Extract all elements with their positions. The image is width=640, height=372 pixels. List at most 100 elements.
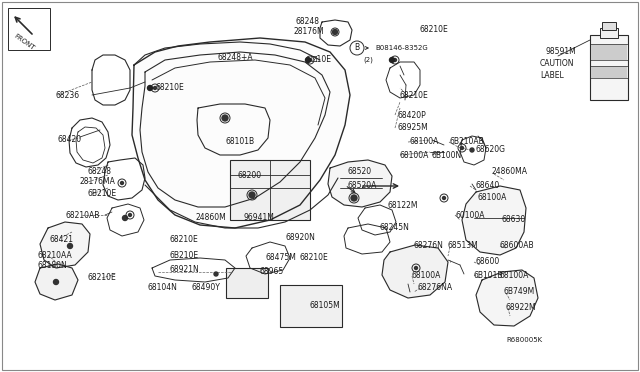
Text: 68236: 68236 bbox=[55, 90, 79, 99]
Circle shape bbox=[470, 148, 474, 152]
Circle shape bbox=[154, 87, 157, 90]
Circle shape bbox=[415, 266, 417, 269]
Text: 68922M: 68922M bbox=[506, 304, 536, 312]
Text: 68630: 68630 bbox=[502, 215, 526, 224]
Polygon shape bbox=[382, 245, 448, 298]
Text: 68210E: 68210E bbox=[420, 26, 449, 35]
Circle shape bbox=[222, 115, 228, 121]
Bar bbox=[280, 285, 342, 327]
Bar bbox=[590, 35, 628, 100]
Circle shape bbox=[333, 31, 337, 33]
Circle shape bbox=[249, 192, 255, 198]
Polygon shape bbox=[40, 222, 90, 268]
Text: (2): (2) bbox=[363, 57, 373, 63]
Text: 68248: 68248 bbox=[88, 167, 112, 176]
Circle shape bbox=[250, 193, 253, 196]
Circle shape bbox=[122, 215, 127, 221]
Text: 28176MA: 28176MA bbox=[80, 177, 116, 186]
Bar bbox=[591, 44, 627, 60]
Text: 68248+A: 68248+A bbox=[218, 52, 253, 61]
Text: 68210AA: 68210AA bbox=[38, 250, 73, 260]
Circle shape bbox=[351, 195, 357, 201]
Text: 68210E: 68210E bbox=[300, 253, 329, 263]
Text: 68104N: 68104N bbox=[148, 283, 178, 292]
Text: 98591M: 98591M bbox=[545, 48, 576, 57]
Bar bbox=[230, 160, 310, 220]
Text: 68490Y: 68490Y bbox=[192, 283, 221, 292]
Text: 68520A: 68520A bbox=[348, 180, 378, 189]
Circle shape bbox=[214, 272, 218, 276]
Text: 68245N: 68245N bbox=[380, 224, 410, 232]
Circle shape bbox=[120, 182, 124, 185]
Text: 68100A: 68100A bbox=[412, 272, 442, 280]
Text: 6B210E: 6B210E bbox=[88, 189, 117, 199]
Circle shape bbox=[461, 147, 463, 150]
Text: 68600: 68600 bbox=[476, 257, 500, 266]
Bar bbox=[8, 8, 50, 50]
Circle shape bbox=[390, 58, 394, 62]
Text: 68925M: 68925M bbox=[398, 124, 429, 132]
Text: 68640: 68640 bbox=[476, 182, 500, 190]
Text: 68513M: 68513M bbox=[448, 241, 479, 250]
Circle shape bbox=[147, 86, 152, 90]
Text: 96941M: 96941M bbox=[243, 214, 274, 222]
Circle shape bbox=[305, 58, 310, 62]
Circle shape bbox=[308, 58, 312, 61]
Text: 68100A: 68100A bbox=[500, 270, 529, 279]
Polygon shape bbox=[328, 160, 392, 207]
Polygon shape bbox=[462, 186, 526, 255]
Text: 28176M: 28176M bbox=[293, 28, 324, 36]
Text: 68921N: 68921N bbox=[170, 266, 200, 275]
Circle shape bbox=[442, 196, 445, 199]
Text: 68420: 68420 bbox=[58, 135, 82, 144]
Text: 68520: 68520 bbox=[348, 167, 372, 176]
Text: B08146-8352G: B08146-8352G bbox=[375, 45, 428, 51]
Text: 68210E: 68210E bbox=[155, 83, 184, 93]
Text: 68105M: 68105M bbox=[310, 301, 340, 310]
Text: R680005K: R680005K bbox=[506, 337, 542, 343]
Text: B: B bbox=[355, 44, 360, 52]
Circle shape bbox=[333, 29, 337, 35]
Text: FRONT: FRONT bbox=[13, 33, 35, 51]
Text: CAUTION: CAUTION bbox=[540, 60, 575, 68]
Text: 68210E: 68210E bbox=[88, 273, 116, 282]
Text: 68475M: 68475M bbox=[265, 253, 296, 263]
Text: LABEL: LABEL bbox=[540, 71, 564, 80]
Text: 68200: 68200 bbox=[238, 170, 262, 180]
Text: 68600AB: 68600AB bbox=[499, 241, 534, 250]
Text: 68210E: 68210E bbox=[170, 235, 199, 244]
Polygon shape bbox=[35, 264, 78, 300]
Circle shape bbox=[353, 196, 355, 199]
Bar bbox=[226, 268, 268, 298]
Text: 68276NA: 68276NA bbox=[418, 283, 453, 292]
Text: 68276N: 68276N bbox=[413, 241, 443, 250]
Text: 68965: 68965 bbox=[260, 267, 284, 276]
Circle shape bbox=[223, 116, 227, 119]
Text: 68210AB: 68210AB bbox=[65, 211, 99, 219]
Text: 68210E: 68210E bbox=[400, 90, 429, 99]
Polygon shape bbox=[132, 38, 350, 228]
Circle shape bbox=[54, 279, 58, 285]
Text: 60100A: 60100A bbox=[456, 211, 486, 219]
Text: 24860MA: 24860MA bbox=[492, 167, 528, 176]
Polygon shape bbox=[476, 270, 538, 326]
Bar bbox=[591, 66, 627, 78]
Text: 24860M: 24860M bbox=[195, 214, 226, 222]
Text: 68420P: 68420P bbox=[398, 110, 427, 119]
Text: 68122M: 68122M bbox=[388, 201, 419, 209]
Text: 68620G: 68620G bbox=[475, 145, 505, 154]
Bar bbox=[602, 22, 616, 30]
Text: 6B210AB: 6B210AB bbox=[449, 138, 484, 147]
Circle shape bbox=[67, 244, 72, 248]
Text: 68100A: 68100A bbox=[410, 138, 440, 147]
Circle shape bbox=[129, 214, 131, 217]
Text: 68248: 68248 bbox=[296, 17, 320, 26]
Bar bbox=[600, 28, 618, 38]
Circle shape bbox=[394, 58, 397, 61]
Text: 68100A: 68100A bbox=[477, 193, 506, 202]
Text: 6B749M: 6B749M bbox=[504, 288, 535, 296]
Text: 68101B: 68101B bbox=[226, 137, 255, 145]
Text: 6B100N: 6B100N bbox=[432, 151, 462, 160]
Text: 68421: 68421 bbox=[50, 235, 74, 244]
Text: 6B101B: 6B101B bbox=[474, 270, 504, 279]
